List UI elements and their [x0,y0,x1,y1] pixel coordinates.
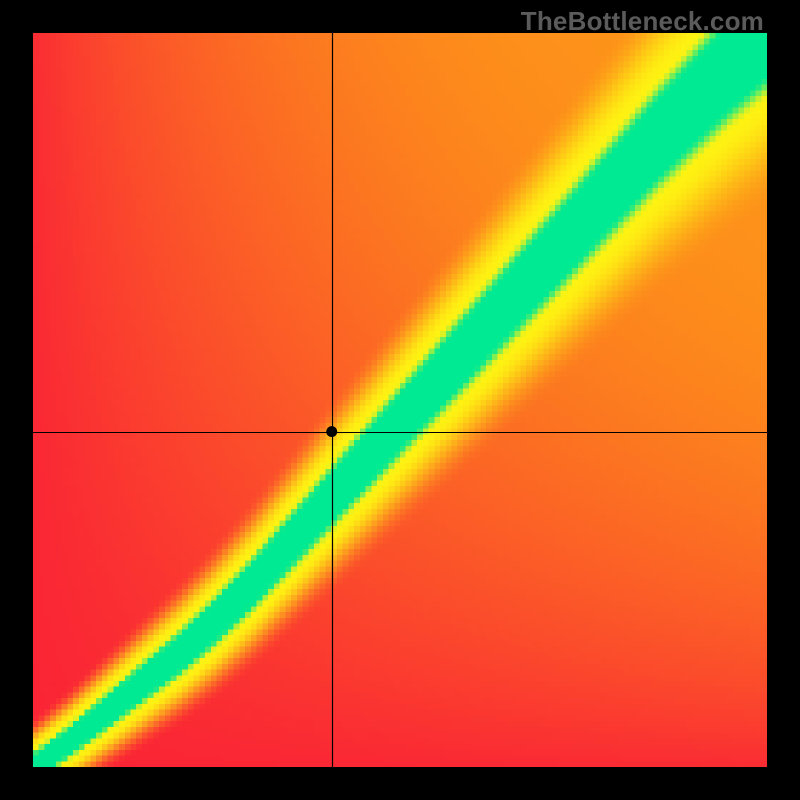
figure-frame: TheBottleneck.com [0,0,800,800]
plot-area [33,33,767,767]
heatmap-canvas [33,33,767,767]
